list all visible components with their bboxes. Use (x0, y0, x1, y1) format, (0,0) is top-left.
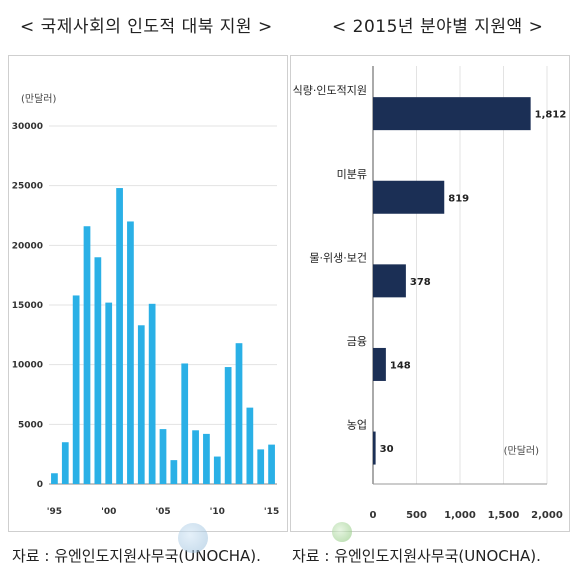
left-chart-panel: (만달러) 0 5000 10000 15000 20000 25000 30000 '95 '0… (8, 55, 288, 532)
aid-by-year-chart: (만달러) 0 5000 10000 15000 20000 25000 30000 '95 '0… (12, 93, 280, 517)
left-y-tick-label: 0 (37, 480, 43, 490)
left-bar-11 (224, 367, 232, 484)
left-x-tick-label: '00 (101, 507, 116, 517)
right-category-label: 농업 (347, 419, 367, 432)
right-value-label: 148 (390, 360, 411, 371)
left-bar-13 (246, 407, 254, 484)
right-bar-3 (373, 347, 386, 381)
left-bar-14 (257, 449, 265, 484)
right-chart-panel: 0 500 1,000 1,500 2,000 1,812 식량·인도적지원 819 미분류 37… (290, 55, 570, 532)
left-bar-06 (170, 460, 178, 484)
left-bar-15 (268, 444, 275, 484)
left-unit-label: (만달러) (21, 93, 57, 105)
right-x-tick-label: 500 (406, 510, 427, 521)
watermark-globe-icon (178, 523, 208, 553)
aid-by-sector-chart: 0 500 1,000 1,500 2,000 1,812 식량·인도적지원 819 미분류 37… (293, 66, 567, 521)
left-y-tick-label: 10000 (12, 361, 43, 371)
left-x-tick-label: '05 (155, 507, 170, 517)
left-bar-03 (137, 325, 145, 484)
right-value-label: 1,812 (535, 110, 567, 121)
right-x-tick-label: 0 (370, 510, 377, 521)
right-unit-label: (만달러) (504, 445, 540, 457)
left-bar-04 (148, 303, 156, 484)
left-bar-99 (94, 257, 102, 484)
right-bar-0 (373, 97, 531, 131)
left-bar-02 (127, 221, 134, 484)
right-category-label: 미분류 (337, 168, 367, 181)
right-x-tick-label: 1,000 (444, 510, 476, 521)
watermark-leaf-icon (332, 522, 352, 542)
left-bar-96 (61, 442, 69, 484)
left-bar-07 (181, 363, 189, 484)
left-bar-01 (116, 188, 123, 484)
left-y-tick-label: 5000 (18, 420, 43, 430)
left-chart-title: < 국제사회의 인도적 대북 지원 > (20, 17, 273, 37)
left-bar-05 (159, 429, 167, 484)
left-x-tick-label: '95 (47, 507, 62, 517)
left-bar-09 (203, 433, 210, 484)
left-y-tick-label: 30000 (12, 122, 43, 132)
right-x-tick-label: 2,000 (531, 510, 563, 521)
left-bar-00 (105, 302, 113, 484)
left-x-tick-label: '15 (264, 507, 279, 517)
right-category-label: 물·위생·보건 (309, 251, 367, 264)
right-value-label: 30 (380, 444, 394, 455)
left-y-tick-label: 25000 (12, 182, 43, 192)
right-chart-title: < 2015년 분야별 지원액 > (332, 17, 544, 37)
right-source-note: 자료 : 유엔인도지원사무국(UNOCHA). (292, 547, 541, 565)
left-bar-12 (235, 343, 243, 484)
left-bar-97 (72, 295, 80, 484)
right-category-label: 식량·인도적지원 (293, 84, 367, 97)
left-bar-08 (192, 430, 199, 484)
left-y-tick-label: 20000 (12, 241, 43, 251)
right-bar-1 (373, 180, 445, 214)
right-value-label: 378 (410, 277, 431, 288)
right-category-label: 금융 (347, 335, 367, 348)
left-source-note: 자료 : 유엔인도지원사무국(UNOCHA). (12, 547, 261, 565)
right-x-tick-label: 1,500 (488, 510, 520, 521)
left-bar-98 (83, 226, 91, 485)
left-bar-95 (51, 473, 58, 484)
left-y-tick-label: 15000 (12, 301, 43, 311)
right-bar-4 (373, 431, 376, 465)
right-value-label: 819 (448, 193, 469, 204)
left-x-tick-label: '10 (210, 507, 225, 517)
left-bar-10 (213, 456, 221, 484)
right-bar-2 (373, 264, 406, 298)
